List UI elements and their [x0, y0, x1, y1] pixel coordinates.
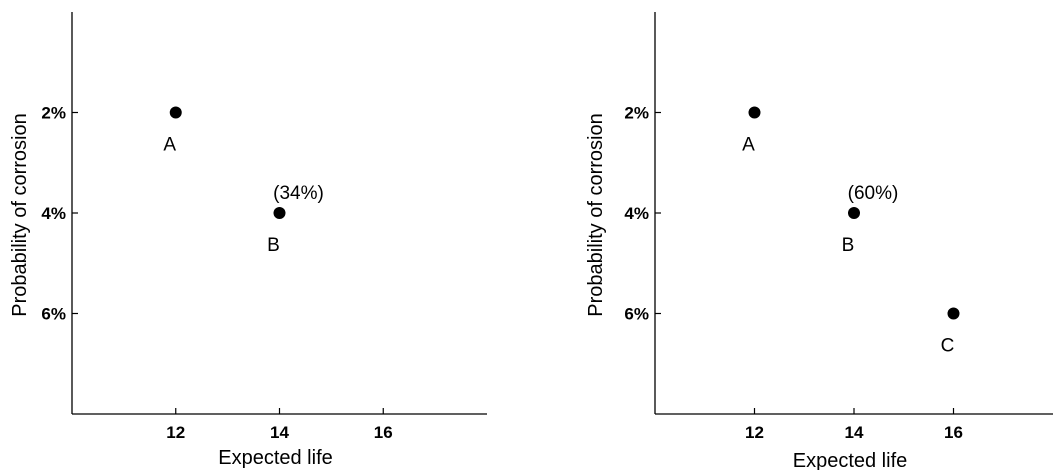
y-tick-label: 4% [41, 204, 66, 223]
x-tick-label: 14 [270, 423, 289, 442]
point-label-b: B [267, 235, 280, 256]
data-point-b [273, 207, 286, 219]
y-tick-label: 4% [624, 204, 649, 223]
y-tick-label: 6% [624, 305, 649, 324]
chart-panel-left: 2% 4% 6% 12 14 16 Expected life Probability of … [9, 12, 487, 469]
point-label-c: C [941, 336, 955, 357]
x-tick-label: 12 [745, 423, 764, 442]
point-label-a: A [163, 135, 176, 156]
y-axis-title: Probability of corrosion [585, 113, 607, 316]
chart-panel-right: 2% 4% 6% 12 14 16 Expected life Probability of … [585, 12, 1053, 470]
point-annotation: (34%) [273, 183, 324, 204]
x-tick-label: 16 [374, 423, 393, 442]
data-point-b [848, 207, 860, 219]
y-tick-label: 2% [41, 104, 66, 123]
y-tick-label: 2% [624, 104, 649, 123]
x-tick-label: 16 [944, 423, 963, 442]
point-label-a: A [742, 135, 755, 156]
data-point-a [169, 106, 182, 119]
y-axis-title: Probability of corrosion [9, 113, 31, 316]
data-point-c [947, 307, 960, 320]
point-label-b: B [842, 235, 855, 256]
point-annotation: (60%) [848, 183, 899, 204]
data-point-a [748, 106, 761, 119]
y-tick-label: 6% [41, 305, 66, 324]
x-tick-label: 12 [166, 423, 185, 442]
x-tick-label: 14 [845, 423, 864, 442]
x-axis-title: Expected life [218, 447, 333, 469]
x-axis-title: Expected life [793, 450, 908, 470]
